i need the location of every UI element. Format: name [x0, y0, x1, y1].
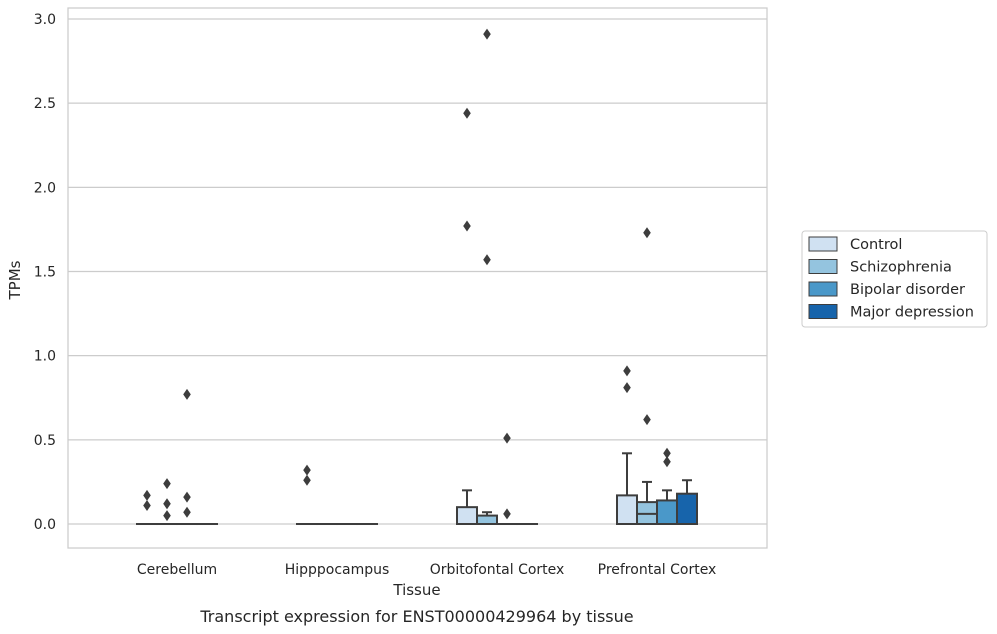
legend-frame	[801, 230, 988, 328]
box-2-1	[476, 511, 498, 525]
outlier-point	[183, 491, 191, 503]
outlier-point	[163, 478, 171, 490]
y-tick-label: 2.5	[34, 96, 56, 112]
outlier-point	[143, 489, 151, 501]
outlier-point	[503, 432, 511, 444]
legend: Control Schizophrenia Bipolar disorder Majo…	[801, 230, 988, 328]
legend-label: Major depression	[850, 305, 974, 321]
boxes	[136, 452, 698, 526]
box-3-3	[676, 479, 698, 526]
y-tick-label: 1.0	[34, 349, 56, 365]
legend-swatch	[808, 236, 838, 252]
outlier-point	[483, 254, 491, 266]
outlier-point	[623, 382, 631, 394]
legend-label: Schizophrenia	[850, 260, 952, 276]
box-3-1	[636, 480, 658, 526]
box-2-0	[456, 489, 478, 525]
outlier-point	[303, 464, 311, 476]
legend-label: Control	[850, 237, 902, 253]
box-3-0	[616, 452, 638, 525]
y-tick-label: 1.5	[34, 265, 56, 281]
x-axis-title: Tissue	[392, 581, 440, 599]
y-axis-title: TPMs	[6, 260, 24, 300]
y-tick-label: 0.0	[34, 517, 56, 533]
legend-swatch	[808, 304, 838, 319]
x-tick-label: Cerebellum	[137, 562, 217, 578]
outlier-point	[163, 498, 171, 510]
x-tick-labels: Cerebellum Hipppocampus Orbitofontal Corte…	[137, 562, 716, 578]
outlier-point	[663, 447, 671, 459]
outlier-point	[663, 456, 671, 468]
outlier-point	[183, 388, 191, 400]
outliers	[143, 28, 671, 522]
outlier-point	[163, 510, 171, 522]
outlier-point	[643, 414, 651, 426]
figure-caption: Transcript expression for ENST0000042996…	[199, 607, 633, 626]
outlier-point	[643, 227, 651, 239]
y-tick-label: 3.0	[34, 12, 56, 28]
outlier-point	[303, 474, 311, 486]
y-tick-label: 0.5	[34, 433, 56, 449]
outlier-point	[623, 365, 631, 377]
x-tick-label: Hipppocampus	[285, 562, 390, 578]
outlier-point	[463, 220, 471, 232]
outlier-point	[483, 28, 491, 40]
x-tick-label: Prefrontal Cortex	[598, 562, 717, 578]
legend-swatch	[808, 281, 838, 297]
plot-frame	[67, 7, 768, 549]
legend-items: Control Schizophrenia Bipolar disorder Majo…	[808, 236, 974, 321]
outlier-point	[183, 506, 191, 518]
outlier-point	[463, 107, 471, 119]
box-3-2	[656, 489, 678, 525]
gridlines	[68, 18, 767, 525]
y-tick-labels: 0.0 0.5 1.0 1.5 2.0 2.5 3.0	[34, 12, 56, 533]
box-body	[476, 514, 498, 525]
outlier-point	[143, 499, 151, 511]
box-body	[656, 499, 678, 525]
outlier-point	[503, 508, 511, 520]
y-tick-label: 2.0	[34, 180, 56, 196]
box-body	[456, 506, 478, 525]
legend-label: Bipolar disorder	[850, 282, 965, 298]
box-body	[676, 492, 698, 526]
x-tick-label: Orbitofontal Cortex	[430, 562, 565, 578]
box-body	[616, 494, 638, 525]
legend-swatch	[808, 259, 838, 274]
